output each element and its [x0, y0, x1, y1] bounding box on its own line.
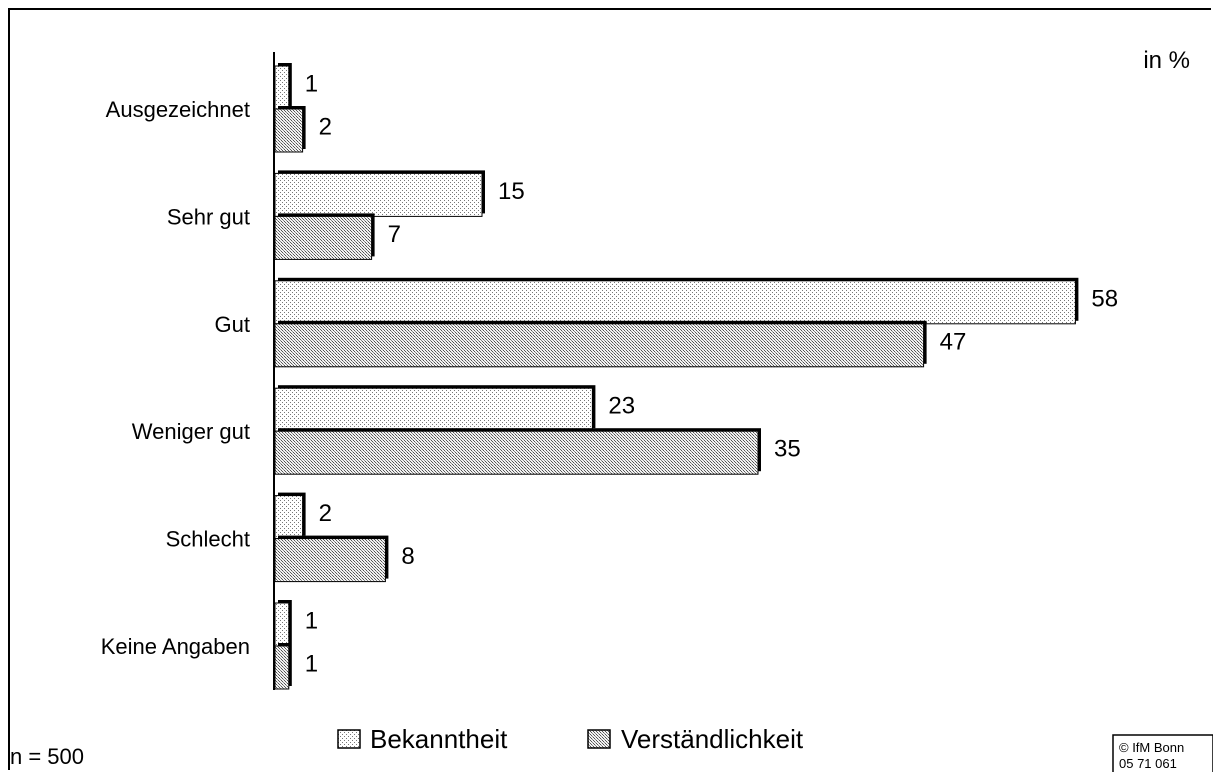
value-label-verstaendlichkeit-schlecht: 8 — [401, 543, 414, 570]
value-label-bekanntheit-gut: 58 — [1091, 285, 1118, 312]
category-label-sehr-gut: Sehr gut — [167, 204, 250, 229]
bars-group — [274, 63, 1079, 690]
value-label-bekanntheit-keine-angaben: 1 — [305, 608, 318, 635]
bar-bekanntheit-ausgezeichnet — [274, 65, 290, 110]
bar-bekanntheit-sehr-gut — [274, 172, 483, 217]
chart-frame — [8, 8, 1211, 770]
footnote-n: n = 500 — [10, 744, 84, 769]
bar-bekanntheit-keine-angaben — [274, 602, 290, 647]
bar-verstaendlichkeit-sehr-gut — [274, 215, 373, 260]
value-label-verstaendlichkeit-keine-angaben: 1 — [305, 651, 318, 678]
value-label-verstaendlichkeit-weniger-gut: 35 — [774, 436, 801, 463]
credit-box: © IfM Bonn 05 71 061 — [1112, 734, 1213, 772]
bar-verstaendlichkeit-weniger-gut — [274, 430, 759, 475]
category-label-schlecht: Schlecht — [166, 527, 250, 552]
category-labels: Ausgezeichnet Sehr gut Gut Weniger gut Schle… — [101, 97, 250, 659]
value-label-bekanntheit-schlecht: 2 — [319, 500, 332, 527]
bar-verstaendlichkeit-gut — [274, 323, 925, 368]
credit-line-2: 05 71 061 — [1119, 756, 1177, 771]
category-label-keine-angaben: Keine Angaben — [101, 634, 250, 659]
legend-swatch-bekanntheit — [337, 729, 361, 749]
bar-bekanntheit-gut — [274, 280, 1076, 325]
value-label-bekanntheit-sehr-gut: 15 — [498, 178, 525, 205]
legend-label-verstaendlichkeit: Verständlichkeit — [621, 724, 804, 754]
legend-label-bekanntheit: Bekanntheit — [370, 724, 508, 754]
value-label-verstaendlichkeit-sehr-gut: 7 — [388, 221, 401, 248]
bar-verstaendlichkeit-ausgezeichnet — [274, 108, 304, 153]
legend-swatch-verstaendlichkeit — [587, 729, 611, 749]
unit-label: in % — [1143, 47, 1190, 74]
category-label-ausgezeichnet: Ausgezeichnet — [106, 97, 250, 122]
bar-verstaendlichkeit-keine-angaben — [274, 645, 290, 690]
category-label-gut: Gut — [215, 312, 250, 337]
value-label-verstaendlichkeit-gut: 47 — [940, 328, 967, 355]
bar-verstaendlichkeit-schlecht — [274, 538, 386, 583]
value-label-bekanntheit-weniger-gut: 23 — [608, 393, 635, 420]
credit-line-1: © IfM Bonn — [1119, 740, 1184, 755]
value-label-bekanntheit-ausgezeichnet: 1 — [305, 71, 318, 98]
value-label-verstaendlichkeit-ausgezeichnet: 2 — [319, 114, 332, 141]
bar-bekanntheit-schlecht — [274, 495, 304, 540]
category-label-weniger-gut: Weniger gut — [132, 419, 250, 444]
legend: Bekanntheit Verständlichkeit — [337, 724, 804, 754]
bar-bekanntheit-weniger-gut — [274, 387, 593, 432]
